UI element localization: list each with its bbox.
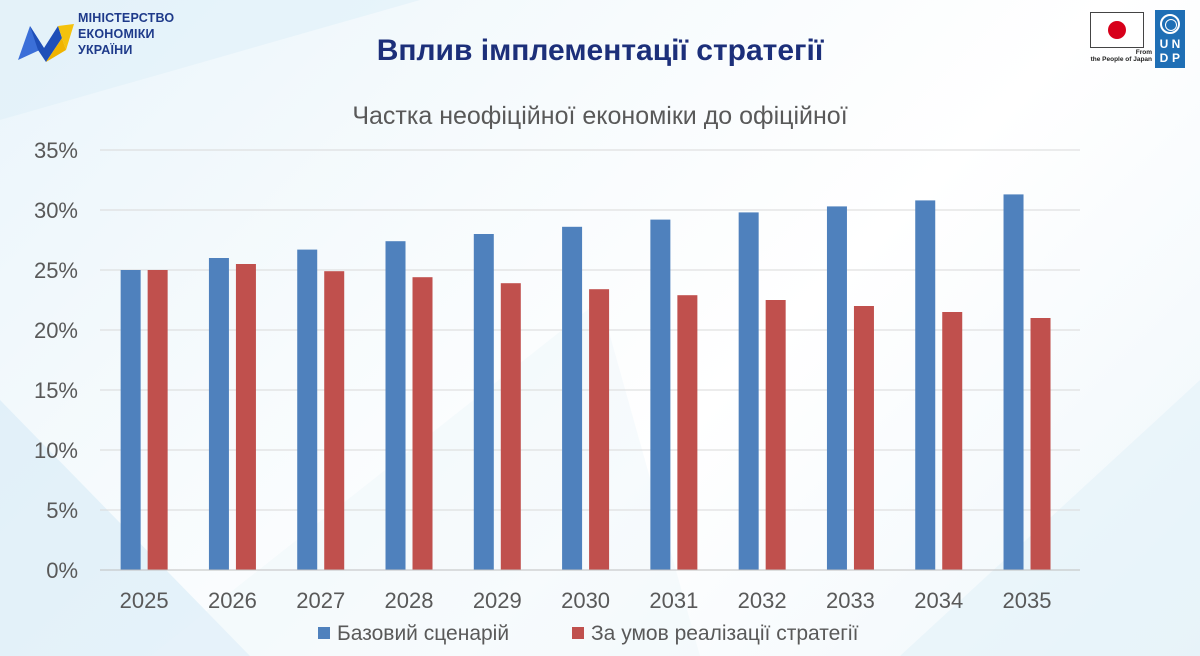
x-tick-label: 2033: [826, 588, 875, 613]
y-tick-label: 35%: [34, 138, 78, 163]
japan-caption-line: the People of Japan: [1090, 56, 1152, 63]
japan-caption-line: From: [1135, 49, 1152, 56]
x-tick-label: 2031: [649, 588, 698, 613]
bar-strategy: [677, 295, 698, 570]
bar-base: [650, 219, 671, 570]
x-tick-label: 2032: [738, 588, 787, 613]
y-tick-label: 20%: [34, 318, 78, 343]
x-tick-label: 2030: [561, 588, 610, 613]
bar-base: [120, 270, 141, 570]
bar-base: [915, 200, 936, 570]
bar-base: [208, 258, 229, 570]
ministry-name: МІНІСТЕРСТВО ЕКОНОМІКИ УКРАЇНИ: [78, 10, 174, 58]
y-tick-label: 15%: [34, 378, 78, 403]
undp-letter: U: [1159, 37, 1169, 51]
y-axis-ticks: 0% 5% 10% 15% 20% 25% 30% 35%: [34, 138, 78, 583]
bar-base: [826, 206, 847, 570]
x-tick-label: 2035: [1003, 588, 1052, 613]
bar-strategy: [235, 264, 256, 570]
y-tick-label: 5%: [46, 498, 78, 523]
bar-strategy: [765, 300, 786, 570]
legend: Базовий сценарій За умов реалізації страт…: [318, 622, 859, 645]
bar-strategy: [589, 289, 610, 570]
ministry-name-line: ЕКОНОМІКИ: [78, 27, 155, 41]
legend-label: Базовий сценарій: [337, 622, 509, 645]
bar-base: [473, 234, 494, 570]
legend-label: За умов реалізації стратегії: [591, 622, 859, 645]
bar-base: [1003, 194, 1024, 570]
undp-letter: P: [1171, 51, 1180, 65]
y-tick-label: 0%: [46, 558, 78, 583]
legend-swatch: [572, 627, 584, 639]
x-tick-label: 2025: [120, 588, 169, 613]
x-tick-label: 2026: [208, 588, 257, 613]
bar-base: [297, 249, 318, 570]
bars: [100, 194, 1080, 571]
bar-strategy: [324, 271, 345, 570]
japan-caption: From the People of Japan: [1082, 49, 1152, 63]
bar-base: [385, 241, 406, 570]
legend-swatch: [318, 627, 330, 639]
chart-title: Частка неофіційної економіки до офіційно…: [352, 102, 847, 130]
y-tick-label: 25%: [34, 258, 78, 283]
japan-flag-icon: [1090, 12, 1144, 48]
x-axis-ticks: 2025 2026 2027 2028 2029 2030 2031 2032 2033 2034…: [120, 588, 1052, 613]
y-tick-label: 10%: [34, 438, 78, 463]
slide-title: Вплив імплементації стратегії: [376, 34, 824, 67]
ministry-name-line: МІНІСТЕРСТВО: [78, 11, 175, 25]
x-tick-label: 2028: [385, 588, 434, 613]
y-tick-label: 30%: [34, 198, 78, 223]
bar-strategy: [500, 283, 521, 570]
ministry-logo-mark-icon: [18, 24, 74, 62]
bar-base: [562, 226, 583, 571]
bar-strategy: [853, 306, 874, 570]
x-tick-label: 2027: [296, 588, 345, 613]
un-emblem-icon: [1160, 14, 1180, 34]
undp-letter: D: [1159, 51, 1169, 65]
bar-base: [738, 212, 759, 570]
bar-strategy: [412, 277, 433, 570]
bar-strategy: [1030, 318, 1051, 570]
undp-letter: N: [1171, 37, 1181, 51]
x-tick-label: 2029: [473, 588, 522, 613]
ministry-logo: [16, 10, 216, 70]
bar-strategy: [942, 312, 963, 570]
bar-strategy: [147, 270, 168, 570]
ministry-name-line: УКРАЇНИ: [78, 43, 133, 57]
x-tick-label: 2034: [914, 588, 963, 613]
